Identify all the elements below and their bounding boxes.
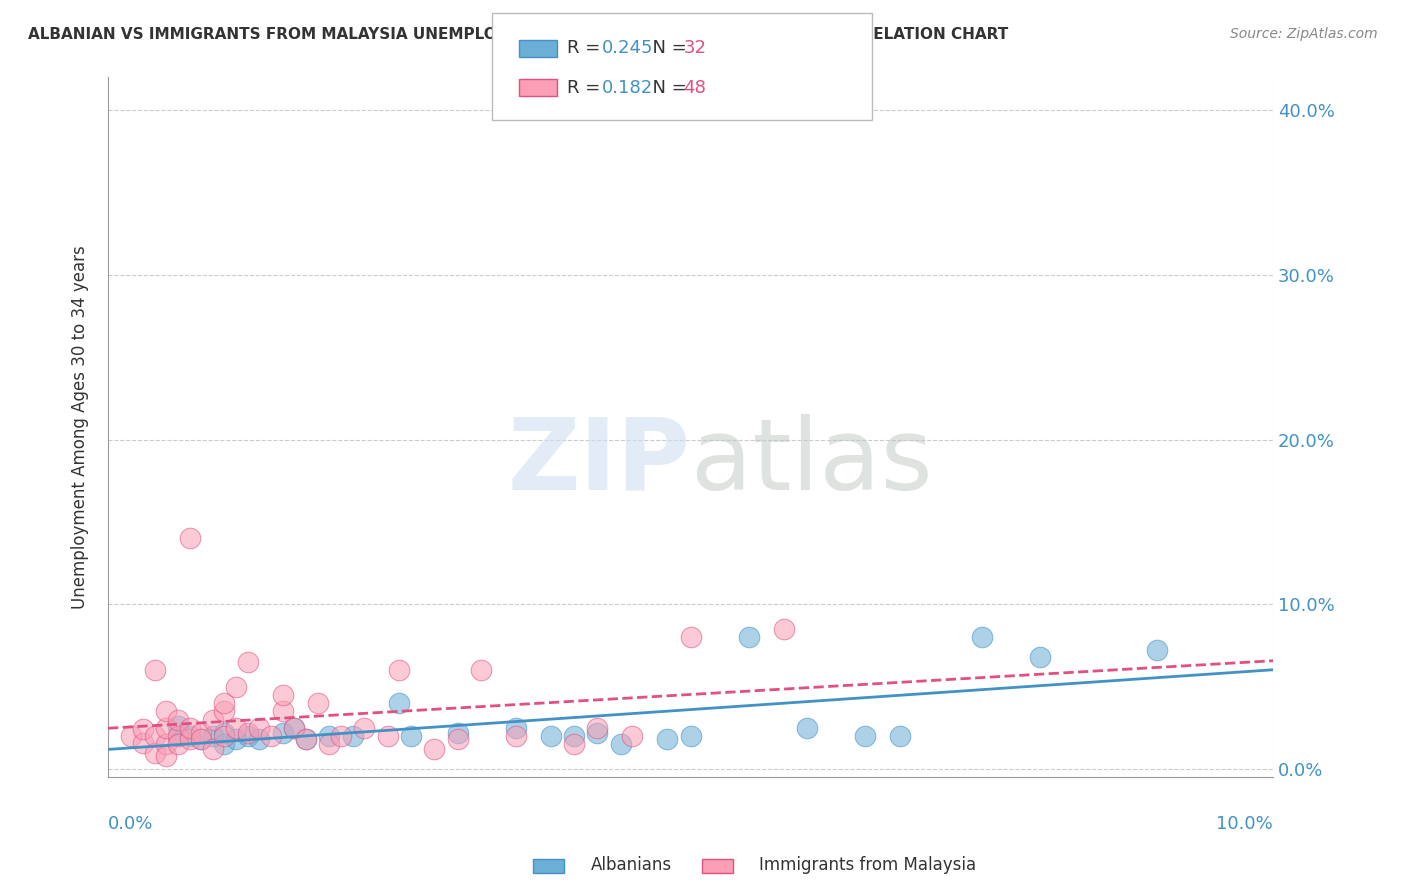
Point [201,742,224,756]
Point [388,663,411,677]
Text: Source: ZipAtlas.com: Source: ZipAtlas.com [1230,27,1378,41]
Point [179,721,201,735]
Point [318,729,340,743]
Point [167,719,190,733]
Point [586,721,609,735]
Point [271,704,294,718]
Point [143,746,166,760]
Point [330,729,353,743]
Y-axis label: Unemployment Among Ages 30 to 34 years: Unemployment Among Ages 30 to 34 years [72,245,89,609]
Point [609,737,631,751]
Point [190,732,212,747]
Point [201,729,224,743]
Text: N =: N = [641,39,693,57]
Point [201,713,224,727]
Point [679,630,702,644]
Point [399,729,422,743]
Text: atlas: atlas [690,414,932,511]
Point [225,721,247,735]
Point [295,732,318,747]
Point [562,729,585,743]
Point [388,696,411,710]
Point [307,696,329,710]
Point [283,721,305,735]
Point [295,732,318,747]
Point [283,721,305,735]
Point [214,704,236,718]
Point [970,630,993,644]
Text: Albanians: Albanians [591,856,672,874]
Point [738,630,761,644]
Point [214,737,236,751]
Point [1029,650,1052,665]
Point [167,729,190,743]
Point [143,729,166,743]
Point [249,721,271,735]
Text: 32: 32 [683,39,706,57]
Point [446,725,468,739]
Text: ZIP: ZIP [508,414,690,511]
Text: N =: N = [641,78,693,96]
Point [167,729,190,743]
Point [271,725,294,739]
Point [155,704,177,718]
Point [318,737,340,751]
Point [143,663,166,677]
Point [562,737,585,751]
Text: 0.245: 0.245 [602,39,654,57]
Point [271,688,294,702]
Point [772,622,794,636]
Text: 0.0%: 0.0% [108,815,153,833]
Point [236,655,259,669]
Text: 0.182: 0.182 [602,78,652,96]
Point [679,729,702,743]
Point [155,721,177,735]
Point [249,732,271,747]
Point [853,729,876,743]
Text: R =: R = [567,78,606,96]
Point [236,729,259,743]
Point [505,729,527,743]
Point [190,725,212,739]
Point [167,713,190,727]
Point [586,725,609,739]
Point [1146,643,1168,657]
Point [423,742,446,756]
Point [155,748,177,763]
Point [179,732,201,747]
Point [621,729,644,743]
Point [132,736,155,750]
Text: 48: 48 [683,78,706,96]
Point [505,721,527,735]
Point [214,725,236,739]
Point [190,732,212,747]
Text: Immigrants from Malaysia: Immigrants from Malaysia [759,856,976,874]
Point [179,729,201,743]
Point [540,729,562,743]
Point [179,532,201,546]
Point [236,725,259,739]
Point [225,680,247,694]
Text: R =: R = [567,39,606,57]
Point [132,723,155,737]
Point [889,729,911,743]
Point [342,729,364,743]
Point [155,737,177,751]
Point [225,732,247,747]
Point [657,732,679,747]
Point [120,729,142,743]
Point [353,721,375,735]
Point [167,737,190,751]
Text: 10.0%: 10.0% [1216,815,1272,833]
Point [377,729,399,743]
Point [214,729,236,743]
Point [796,721,818,735]
Point [470,663,492,677]
Point [446,732,468,747]
Point [214,696,236,710]
Text: ALBANIAN VS IMMIGRANTS FROM MALAYSIA UNEMPLOYMENT AMONG AGES 30 TO 34 YEARS CORR: ALBANIAN VS IMMIGRANTS FROM MALAYSIA UNE… [28,27,1008,42]
Point [260,729,283,743]
